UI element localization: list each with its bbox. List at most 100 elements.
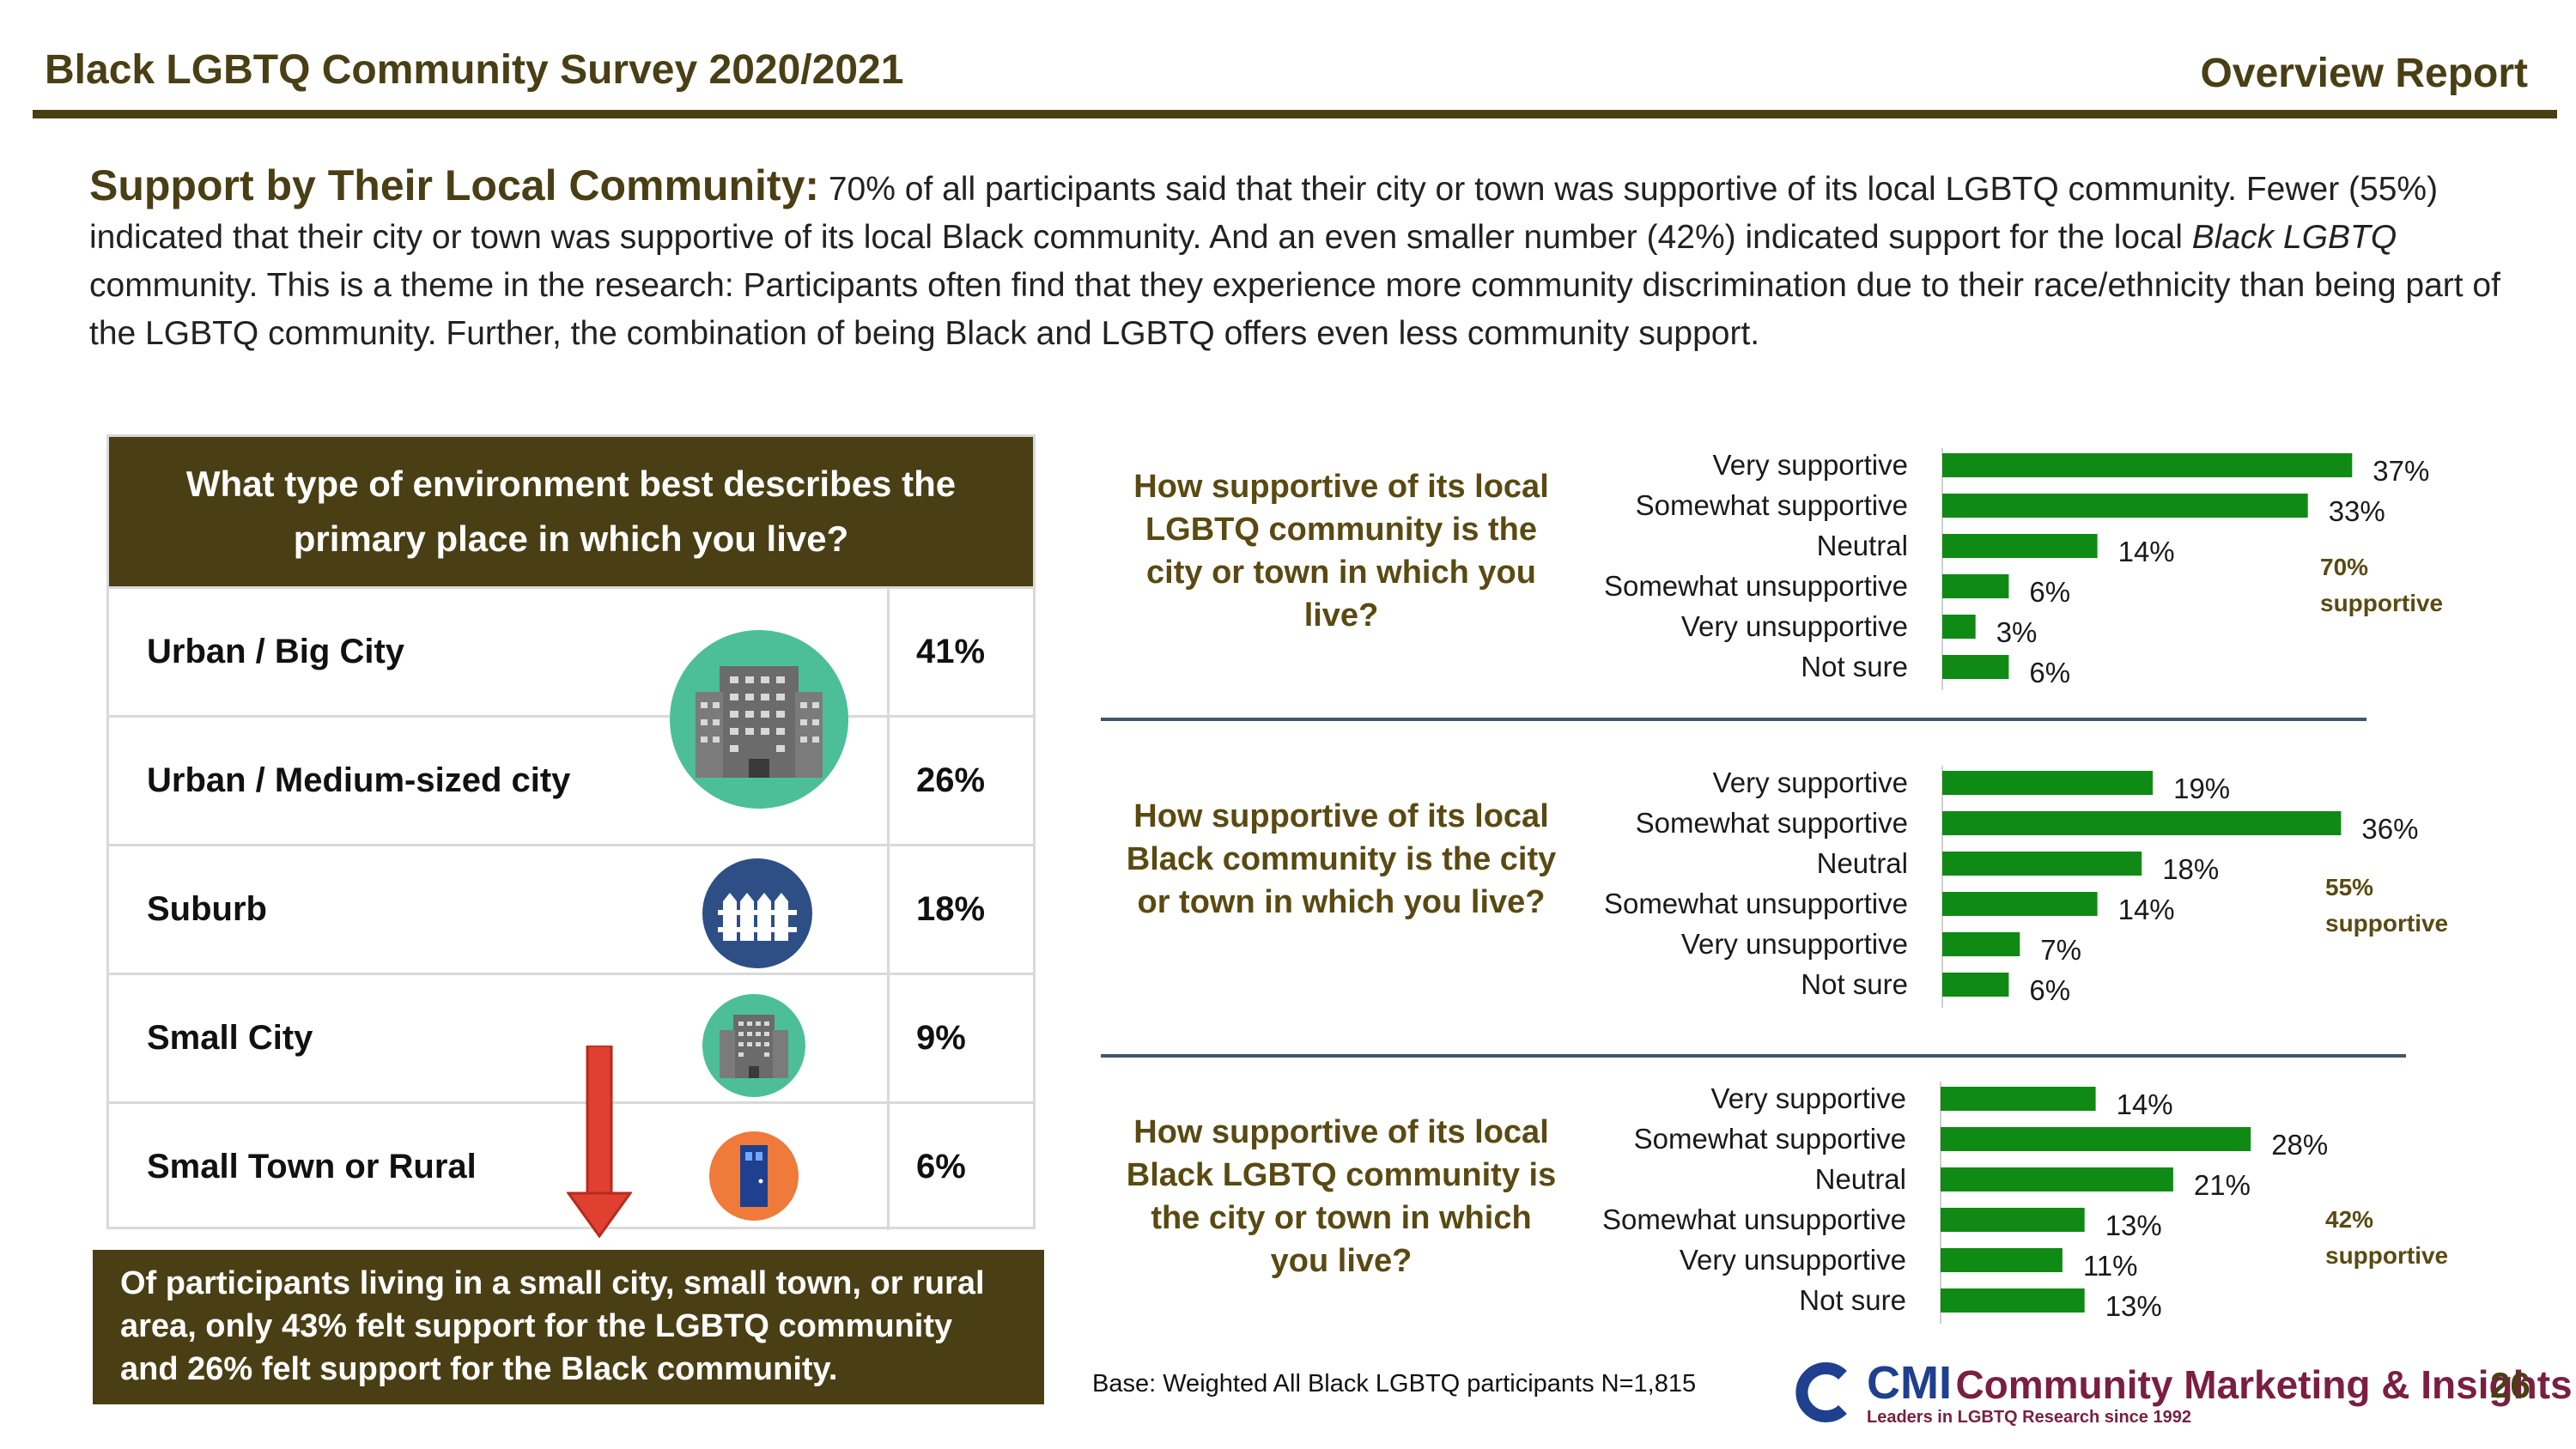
- chart-1-bar: [1942, 574, 2009, 598]
- environment-question: What type of environment best describes …: [109, 437, 1033, 586]
- chart-1-value-label: 14%: [2118, 536, 2175, 567]
- base-note: Base: Weighted All Black LGBTQ participa…: [1092, 1370, 1697, 1397]
- chart-3-category-label: Very supportive: [1711, 1082, 1906, 1114]
- report-label: Overview Report: [2200, 51, 2528, 96]
- row-percent: 9%: [916, 1019, 966, 1057]
- header-divider: [33, 110, 2557, 118]
- logo-name: Community Marketing & Insights: [1955, 1362, 2573, 1407]
- chart-2-category-label: Not sure: [1801, 968, 1908, 1000]
- chart-2-supportive-note: 55% supportive: [2325, 870, 2448, 942]
- row-percent: 41%: [916, 633, 986, 670]
- chart-1-category-label: Very supportive: [1713, 449, 1908, 481]
- row-label: Small Town or Rural: [147, 1148, 477, 1185]
- chart-2-bar: [1942, 852, 2142, 876]
- chart-1-value-label: 6%: [2029, 576, 2070, 608]
- chart-3-category-label: Not sure: [1799, 1284, 1906, 1316]
- environment-table: What type of environment best describes …: [106, 434, 1036, 1230]
- chart-3-value-label: 13%: [2105, 1210, 2162, 1241]
- rural-door-icon: [709, 1131, 799, 1221]
- chart-3-category-label: Somewhat supportive: [1634, 1123, 1906, 1155]
- row-percent: 26%: [916, 761, 986, 799]
- chart-2-category-label: Somewhat unsupportive: [1604, 888, 1908, 919]
- chart-divider: [1101, 718, 2366, 721]
- chart-3-value-label: 13%: [2105, 1290, 2162, 1322]
- suburb-fence-icon: [702, 858, 812, 968]
- chart-1-bar: [1942, 655, 2009, 679]
- chart-1-value-label: 6%: [2029, 657, 2070, 688]
- intro-text-1: 70% of all participants said that their …: [89, 171, 2439, 256]
- column-divider: [887, 846, 890, 973]
- chart-1-category-label: Somewhat supportive: [1636, 489, 1908, 521]
- chart-3-supportive-note: 42% supportive: [2325, 1202, 2448, 1274]
- chart-2-bar: [1942, 771, 2154, 795]
- row-percent: 18%: [916, 890, 986, 928]
- chart-1-bar: [1942, 453, 2353, 477]
- row-label: Urban / Medium-sized city: [147, 761, 571, 799]
- intro-lead: Support by Their Local Community:: [89, 161, 820, 209]
- chart-2-bar: [1942, 892, 2098, 916]
- chart-2-category-label: Neutral: [1817, 847, 1908, 879]
- chart-1-category-label: Somewhat unsupportive: [1604, 570, 1908, 602]
- table-row: Suburb 18%: [109, 844, 1033, 973]
- chart-2-value-label: 6%: [2029, 974, 2070, 1006]
- chart-3-bar: [1941, 1248, 2063, 1272]
- row-label: Small City: [147, 1019, 313, 1057]
- chart-3-category-label: Somewhat unsupportive: [1602, 1203, 1906, 1235]
- chart-1-value-label: 37%: [2372, 455, 2429, 487]
- chart-3-bar: [1941, 1288, 2085, 1313]
- chart-3-value-label: 28%: [2271, 1129, 2328, 1161]
- chart-2-bar: [1942, 973, 2009, 997]
- chart-divider: [1101, 1054, 2406, 1058]
- row-label: Suburb: [147, 890, 267, 928]
- chart-3-bar: [1941, 1087, 2096, 1111]
- chart-2-supportive-word: supportive: [2325, 910, 2449, 937]
- column-divider: [887, 589, 890, 715]
- small-city-note: Of participants living in a small city, …: [93, 1250, 1044, 1404]
- page-number: 26: [2490, 1365, 2530, 1405]
- chart-3-bar: [1941, 1127, 2251, 1151]
- column-divider: [887, 718, 890, 844]
- chart-3-value-label: 21%: [2194, 1169, 2251, 1201]
- row-label: Urban / Big City: [147, 633, 405, 670]
- chart-3-bar: [1941, 1167, 2173, 1191]
- chart-1-bar: [1942, 615, 1976, 639]
- chart-2-bar: [1942, 932, 2020, 956]
- column-divider: [887, 975, 890, 1101]
- chart-2-value-label: 36%: [2361, 813, 2418, 845]
- chart-1-value-label: 3%: [1996, 616, 2038, 648]
- chart-3-value-label: 14%: [2117, 1088, 2173, 1120]
- chart-1-category-label: Not sure: [1801, 651, 1908, 682]
- logo-tagline: Leaders in LGBTQ Research since 1992: [1867, 1408, 2191, 1427]
- row-percent: 6%: [916, 1148, 966, 1185]
- chart-1-value-label: 33%: [2329, 495, 2385, 527]
- chart-1-category-label: Very unsupportive: [1681, 610, 1908, 642]
- chart-3-category-label: Very unsupportive: [1680, 1244, 1906, 1276]
- chart-1-bar: [1942, 494, 2308, 518]
- chart-2-value-label: 18%: [2162, 853, 2219, 885]
- chart-2-category-label: Very unsupportive: [1681, 928, 1908, 960]
- chart-2-value-label: 7%: [2040, 934, 2081, 966]
- small-city-building-icon: [702, 994, 805, 1097]
- chart-1-supportive-word: supportive: [2320, 590, 2444, 616]
- chart-2-category-label: Somewhat supportive: [1636, 807, 1908, 839]
- chart-1-category-label: Neutral: [1817, 530, 1908, 561]
- chart-2-value-label: 14%: [2118, 894, 2175, 925]
- chart-3-category-label: Neutral: [1815, 1163, 1906, 1195]
- chart-3-supportive-word: supportive: [2325, 1242, 2449, 1269]
- chart-2-question: How supportive of its local Black commun…: [1126, 798, 1557, 920]
- chart-1-question: How supportive of its local LGBTQ commun…: [1133, 469, 1549, 634]
- chart-2-supportive-pct: 55%: [2325, 874, 2374, 900]
- intro-italic: Black LGBTQ: [2191, 219, 2397, 256]
- intro-text-2: community. This is a theme in the resear…: [89, 267, 2500, 352]
- survey-title: Black LGBTQ Community Survey 2020/2021: [45, 47, 904, 93]
- column-divider: [887, 1104, 890, 1230]
- cmi-logo-icon: [1795, 1362, 1847, 1422]
- logo-cmi: CMI: [1867, 1357, 1952, 1409]
- chart-3-supportive-pct: 42%: [2325, 1206, 2374, 1233]
- chart-1-supportive-note: 70% supportive: [2320, 549, 2443, 621]
- chart-3-value-label: 11%: [2083, 1250, 2138, 1282]
- chart-3-bar: [1941, 1208, 2085, 1232]
- down-arrow-icon: [567, 1046, 632, 1239]
- building-icon: [670, 630, 848, 809]
